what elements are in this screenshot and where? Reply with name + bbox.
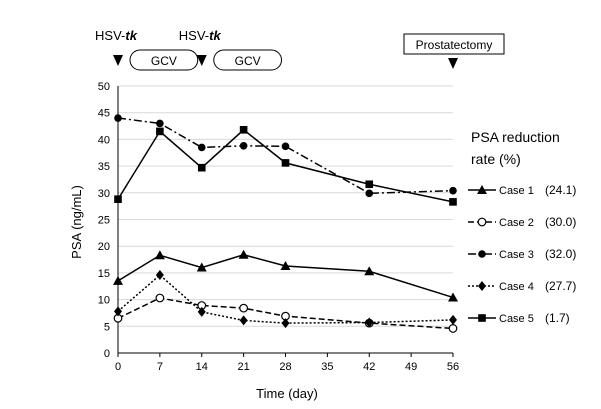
y-tick-label: 30 <box>98 188 110 200</box>
hsv-tk-arrow <box>196 55 207 66</box>
legend-label: Case 2 <box>499 217 534 229</box>
data-point <box>155 293 165 303</box>
data-point <box>239 315 248 326</box>
x-tick-label: 21 <box>238 361 250 373</box>
x-tick-label: 28 <box>279 361 291 373</box>
legend-marker <box>478 314 486 322</box>
data-point <box>365 189 374 198</box>
data-point <box>281 142 290 151</box>
legend-rate: (30.0) <box>545 215 576 229</box>
x-tick-label: 0 <box>115 361 121 373</box>
legend-rate: (32.0) <box>545 247 576 261</box>
legend-label: Case 5 <box>499 313 534 325</box>
legend-marker <box>478 250 486 258</box>
series-case-3 <box>114 114 457 198</box>
legend-item: Case 2 (30.0) <box>468 215 576 229</box>
legend: PSA reduction rate (%) Case 1 (24.1)Case … <box>468 129 576 325</box>
data-point <box>281 159 290 167</box>
data-point <box>449 186 457 195</box>
data-point <box>365 317 374 328</box>
series-case-1 <box>113 249 458 302</box>
legend-title-line1: PSA reduction <box>471 129 560 145</box>
data-point <box>155 270 164 281</box>
legend-label: Case 1 <box>499 185 534 197</box>
data-point <box>114 306 122 317</box>
y-tick-label: 35 <box>98 161 110 173</box>
data-point <box>280 260 291 270</box>
prostatectomy-arrow <box>448 58 458 69</box>
legend-item: Case 5 (1.7) <box>468 311 570 325</box>
data-point <box>364 266 375 276</box>
prostatectomy-label: Prostatectomy <box>416 38 493 52</box>
data-point <box>239 303 249 313</box>
data-point <box>156 119 164 128</box>
legend-item: Case 3 (32.0) <box>468 247 576 261</box>
hsv-tk-label: HSV-tk <box>95 28 138 43</box>
gcv-period-box <box>129 49 199 71</box>
series-case-4 <box>114 270 457 329</box>
x-tick-label: 7 <box>157 361 163 373</box>
data-point <box>448 292 458 302</box>
data-point <box>196 262 207 272</box>
data-point <box>239 125 248 134</box>
x-tick-label: 14 <box>196 361 208 373</box>
data-point <box>449 314 457 325</box>
prostatectomy-box <box>403 33 505 55</box>
y-tick-label: 20 <box>98 241 110 253</box>
y-tick-label: 5 <box>104 321 110 333</box>
data-point <box>197 306 206 317</box>
data-series <box>113 114 458 333</box>
legend-marker <box>477 217 487 227</box>
data-point <box>281 318 290 329</box>
data-point <box>365 180 374 189</box>
data-point <box>113 275 123 285</box>
x-tick-label: 56 <box>447 361 459 373</box>
legend-rate: (24.1) <box>545 183 576 197</box>
data-point <box>449 198 457 206</box>
gcv-label: GCV <box>235 54 261 68</box>
y-tick-label: 0 <box>104 348 110 360</box>
gcv-label: GCV <box>151 54 177 68</box>
legend-label: Case 3 <box>499 249 534 261</box>
legend-item: Case 4 (27.7) <box>468 279 576 293</box>
series-line <box>117 117 454 195</box>
hsv-tk-arrow <box>113 55 123 66</box>
data-point <box>114 114 122 122</box>
y-axis-label: PSA (ng/mL) <box>69 185 84 259</box>
legend-title-line2: rate (%) <box>471 151 521 167</box>
y-tick-label: 45 <box>98 108 110 120</box>
legend-marker <box>478 281 486 291</box>
y-tick-label: 10 <box>98 295 110 307</box>
data-point <box>197 143 206 152</box>
data-point <box>197 163 206 172</box>
legend-label: Case 4 <box>499 281 534 293</box>
data-point <box>154 250 165 260</box>
legend-rate: (27.7) <box>545 279 576 293</box>
data-point <box>448 324 458 333</box>
gcv-period-box <box>213 49 282 71</box>
x-tick-label: 42 <box>363 361 375 373</box>
data-point <box>156 127 164 136</box>
legend-marker <box>477 185 487 194</box>
y-tick-label: 40 <box>98 134 110 146</box>
y-tick-label: 50 <box>98 81 110 93</box>
data-point <box>238 249 249 259</box>
data-point <box>114 195 122 204</box>
x-axis-label: Time (day) <box>256 386 318 401</box>
y-tick-label: 15 <box>98 268 110 280</box>
legend-item: Case 1 (24.1) <box>468 183 576 197</box>
legend-rate: (1.7) <box>545 311 570 325</box>
hsv-tk-label: HSV-tk <box>179 28 222 43</box>
series-case-5 <box>114 125 457 206</box>
y-tick-label: 25 <box>98 215 110 227</box>
x-tick-label: 49 <box>405 361 417 373</box>
data-point <box>239 142 248 150</box>
grid-lines <box>118 85 453 327</box>
x-tick-label: 35 <box>321 361 333 373</box>
tick-labels: 0 5 10 15 20 25 30 35 40 45 50 0 7 14 21 28 35 42 49 56 <box>98 81 459 373</box>
